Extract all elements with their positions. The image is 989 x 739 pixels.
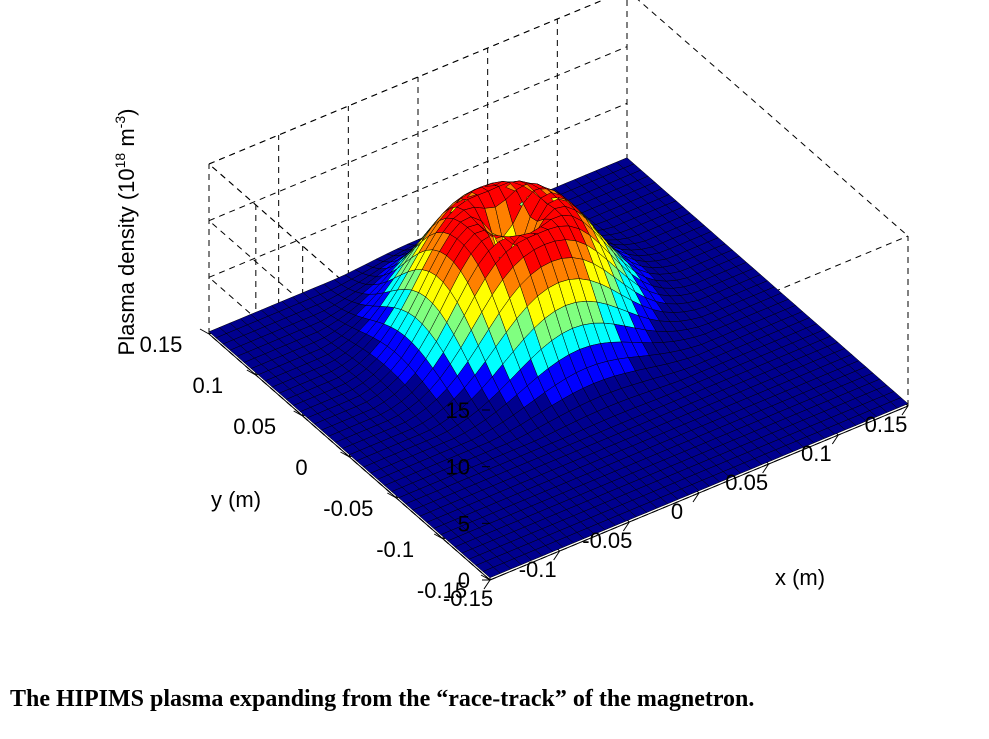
y-tick-label: 0.05	[233, 414, 276, 439]
grid-line	[208, 220, 491, 468]
surface-patch	[890, 397, 909, 409]
x-tick	[762, 463, 770, 474]
box-edge	[489, 235, 909, 411]
x-tick-label: 0.15	[865, 412, 908, 437]
y-tick	[293, 410, 303, 417]
tick-marks	[199, 328, 909, 590]
figure-caption: The HIPIMS plasma expanding from the “ra…	[10, 686, 755, 712]
y-tick	[387, 492, 397, 499]
tick-labels: -0.15-0.1-0.0500.050.10.15-0.15-0.1-0.05…	[140, 332, 908, 611]
y-tick-label: -0.1	[376, 537, 414, 562]
x-tick-label: 0	[671, 499, 683, 524]
y-tick-label: 0.15	[140, 332, 183, 357]
grid-line	[208, 102, 628, 278]
x-tick	[553, 550, 561, 561]
box-edge	[637, 0, 909, 237]
grid-line	[208, 163, 491, 411]
y-tick-label: -0.15	[417, 578, 467, 603]
y-tick-label: -0.05	[323, 496, 373, 521]
y-tick	[199, 328, 210, 335]
y-tick-label: 0	[295, 455, 307, 480]
grid-line	[208, 0, 605, 165]
x-tick-label: -0.05	[582, 528, 632, 553]
surface-plot: -0.15-0.1-0.0500.050.10.15-0.15-0.1-0.05…	[112, 0, 909, 611]
surface-mesh	[208, 157, 909, 578]
x-tick	[692, 492, 700, 503]
y-tick-label: 0.1	[193, 373, 224, 398]
y-tick	[433, 533, 444, 540]
x-tick	[483, 579, 491, 590]
x-tick	[831, 434, 839, 445]
x-tick-label: 0.1	[801, 441, 832, 466]
x-axis-label: x (m)	[775, 565, 825, 590]
y-tick	[480, 574, 491, 581]
grid-line	[208, 46, 628, 222]
x-tick-label: 0.05	[725, 470, 768, 495]
z-tick-label: 10	[446, 455, 470, 480]
x-tick	[622, 521, 630, 532]
x-tick	[901, 405, 909, 416]
z-axis-label: Plasma density (1018 m-3)	[112, 109, 139, 356]
y-tick	[340, 451, 350, 458]
z-tick-label: 15	[446, 398, 470, 423]
z-tick-label: 0	[458, 568, 470, 593]
y-axis-label: y (m)	[211, 487, 261, 512]
z-tick-label: 5	[458, 511, 470, 536]
x-tick-label: -0.1	[519, 557, 557, 582]
y-tick	[246, 369, 257, 376]
x-tick-label: -0.15	[443, 586, 493, 611]
